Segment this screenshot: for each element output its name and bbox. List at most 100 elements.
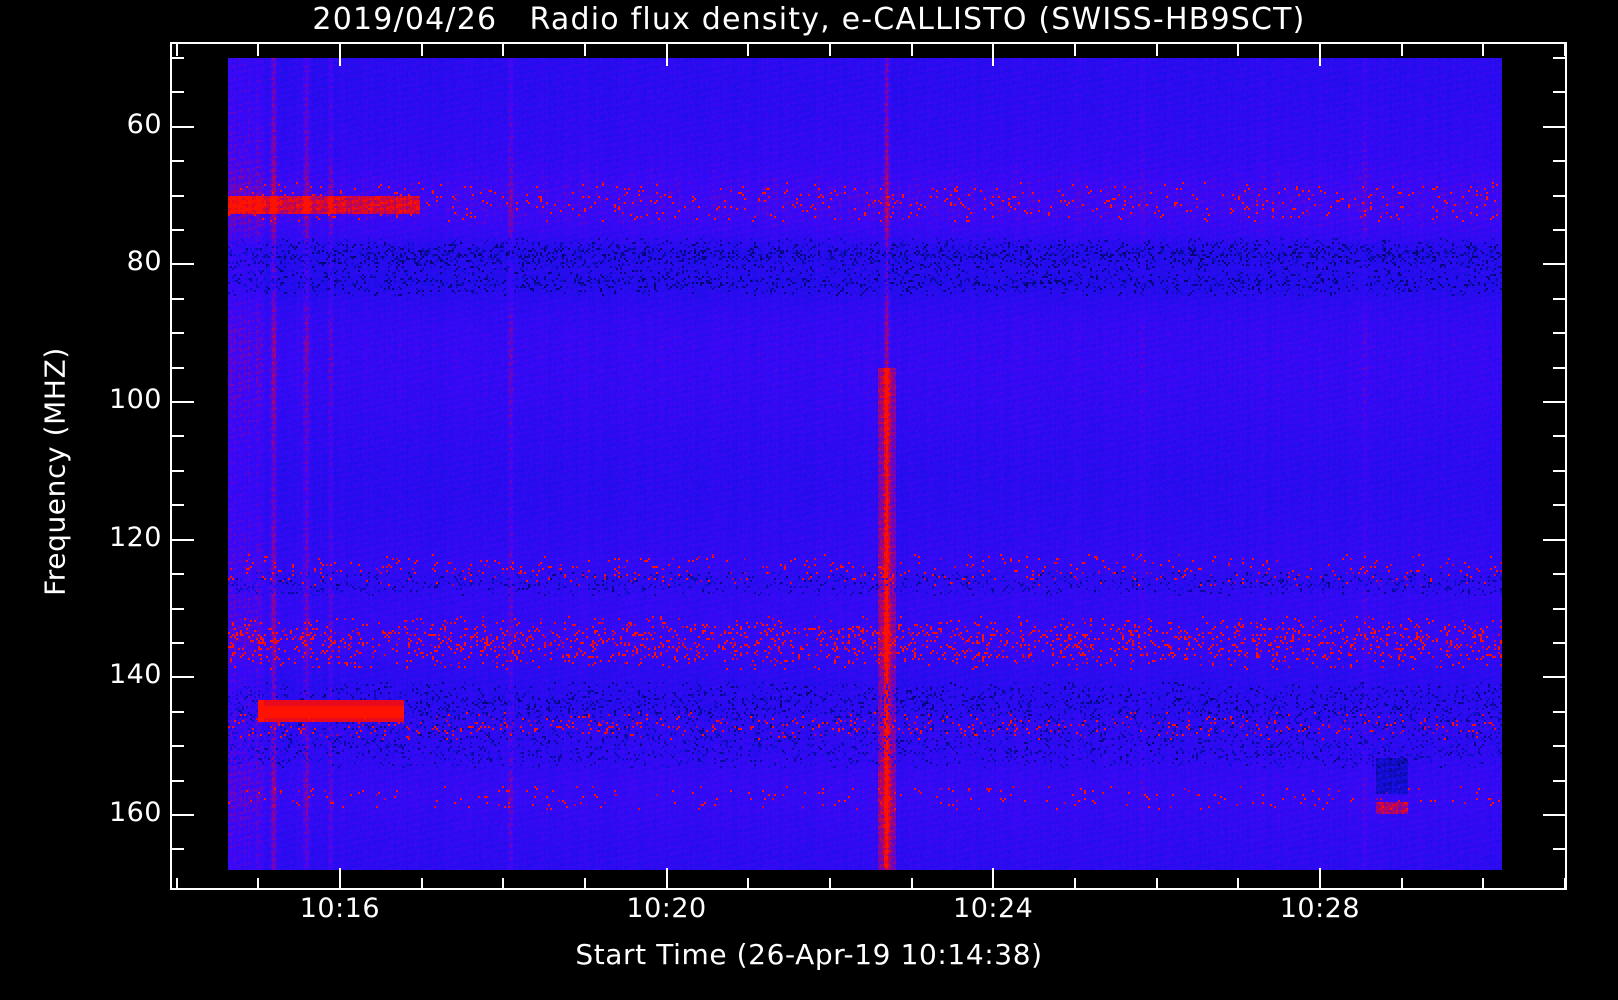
axis-tick (1318, 44, 1321, 66)
y-axis-tick-label: 160 (108, 796, 162, 828)
axis-tick (1400, 878, 1403, 890)
axis-tick (1553, 607, 1565, 610)
axis-tick (172, 676, 194, 679)
axis-tick (338, 44, 341, 66)
axis-tick (1563, 44, 1566, 56)
axis-tick (1553, 469, 1565, 472)
axis-tick (1543, 401, 1565, 404)
axis-tick (1073, 44, 1076, 56)
axis-tick (1543, 263, 1565, 266)
axis-tick (257, 44, 260, 56)
axis-tick (172, 366, 184, 369)
y-axis-tick-label: 60 (126, 108, 162, 140)
axis-tick (338, 868, 341, 890)
axis-tick (420, 44, 423, 56)
axis-tick (1543, 538, 1565, 541)
axis-tick (1553, 745, 1565, 748)
axis-tick (1553, 194, 1565, 197)
axis-tick (992, 44, 995, 66)
axis-tick (1543, 125, 1565, 128)
axis-tick (1553, 848, 1565, 851)
axis-tick (172, 401, 194, 404)
axis-tick (172, 779, 184, 782)
axis-tick (747, 878, 750, 890)
axis-tick (910, 878, 913, 890)
axis-tick (1400, 44, 1403, 56)
page-title: 2019/04/26 Radio flux density, e-CALLIST… (312, 2, 1306, 37)
axis-tick (172, 263, 194, 266)
axis-tick (1553, 332, 1565, 335)
axis-tick (1553, 504, 1565, 507)
axis-tick (502, 44, 505, 56)
axis-tick (1237, 878, 1240, 890)
axis-tick (1073, 878, 1076, 890)
axis-tick (665, 868, 668, 890)
axis-tick (1237, 44, 1240, 56)
axis-tick (1553, 229, 1565, 232)
axis-tick (583, 44, 586, 56)
axis-tick (172, 538, 194, 541)
y-axis-tick-label: 140 (108, 659, 162, 691)
axis-tick (172, 607, 184, 610)
axis-tick (172, 332, 184, 335)
axis-tick (1553, 297, 1565, 300)
axis-tick (583, 878, 586, 890)
y-axis-tick-label: 120 (108, 521, 162, 553)
y-axis-title: Frequency (MHZ) (38, 347, 72, 596)
axis-tick (172, 469, 184, 472)
spectrogram-image (228, 58, 1502, 870)
axis-tick (172, 504, 184, 507)
axis-tick (420, 878, 423, 890)
axis-tick (1553, 573, 1565, 576)
axis-tick (172, 125, 194, 128)
axis-tick (257, 878, 260, 890)
axis-tick (1553, 779, 1565, 782)
x-axis-tick-label: 10:16 (299, 893, 381, 924)
axis-tick (172, 573, 184, 576)
axis-tick (502, 878, 505, 890)
axis-tick (175, 44, 178, 56)
axis-tick (172, 194, 184, 197)
axis-tick (1482, 44, 1485, 56)
axis-tick (172, 297, 184, 300)
axis-tick (665, 44, 668, 66)
axis-tick (910, 44, 913, 56)
axis-tick (172, 91, 184, 94)
x-axis-tick-label: 10:28 (1279, 893, 1361, 924)
axis-tick (992, 868, 995, 890)
axis-tick (828, 44, 831, 56)
x-axis-tick-label: 10:20 (626, 893, 707, 924)
axis-tick (1553, 91, 1565, 94)
axis-tick (1543, 813, 1565, 816)
axis-tick (1553, 435, 1565, 438)
axis-tick (172, 745, 184, 748)
axis-tick (1155, 878, 1158, 890)
axis-tick (1563, 878, 1566, 890)
axis-tick (172, 435, 184, 438)
axis-tick (175, 878, 178, 890)
axis-tick (172, 57, 184, 59)
axis-tick (172, 641, 184, 644)
spectrogram-canvas (228, 58, 1502, 870)
axis-tick (1553, 366, 1565, 369)
axis-tick (172, 813, 194, 816)
axis-tick (747, 44, 750, 56)
axis-tick (172, 848, 184, 851)
x-axis-tick-label: 10:24 (953, 893, 1034, 924)
plot-axis-frame (170, 42, 1567, 890)
x-axis-title: Start Time (26-Apr-19 10:14:38) (575, 938, 1043, 971)
axis-tick (172, 710, 184, 713)
axis-tick (1553, 160, 1565, 163)
axis-tick (172, 229, 184, 232)
axis-tick (1155, 44, 1158, 56)
axis-tick (1553, 641, 1565, 644)
y-axis-tick-label: 100 (108, 384, 162, 416)
axis-tick (1482, 878, 1485, 890)
axis-tick (1543, 676, 1565, 679)
axis-tick (828, 878, 831, 890)
axis-tick (1318, 868, 1321, 890)
axis-tick (1553, 710, 1565, 713)
axis-tick (172, 160, 184, 163)
y-axis-tick-label: 80 (126, 246, 162, 278)
